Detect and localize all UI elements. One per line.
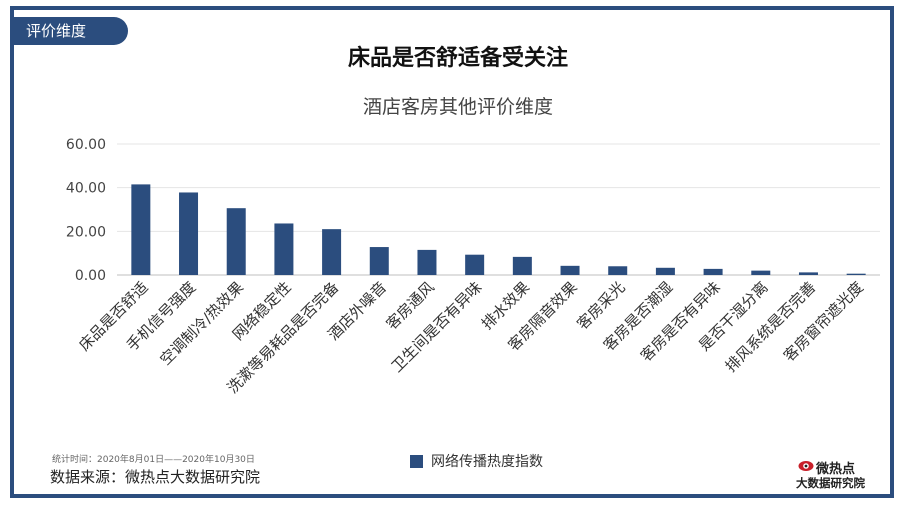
legend-swatch: [410, 454, 423, 468]
eye-logo-icon: [798, 461, 814, 471]
bar: [846, 273, 866, 275]
bar: [369, 247, 389, 275]
bar: [751, 270, 771, 275]
bar: [322, 229, 342, 275]
legend: 网络传播热度指数: [410, 451, 543, 471]
bar: [703, 268, 723, 275]
section-tag: 评价维度: [14, 17, 128, 45]
bar: [798, 272, 818, 275]
chart-subtitle: 酒店客房其他评价维度: [362, 96, 553, 118]
bar: [465, 254, 485, 275]
y-tick-label: 60.00: [66, 137, 106, 153]
stat-period: 统计时间：2020年8月01日——2020年10月30日: [52, 455, 255, 465]
bar: [417, 249, 437, 275]
bar: [274, 223, 294, 275]
data-source: 数据来源：微热点大数据研究院: [50, 468, 261, 486]
bar: [560, 265, 580, 275]
logo-line1: 微热点: [816, 462, 856, 477]
y-tick-label: 40.00: [66, 181, 106, 197]
bar: [226, 208, 246, 275]
bar: [179, 192, 199, 275]
page-frame: [10, 6, 894, 498]
y-tick-label: 20.00: [66, 224, 106, 240]
bar: [655, 267, 675, 275]
y-tick-label: 0.00: [75, 268, 106, 284]
legend-label: 网络传播热度指数: [431, 454, 543, 470]
brand-logo: 微热点 大数据研究院: [790, 458, 880, 494]
x-tick-label: 空调制冷/热效果: [156, 278, 247, 369]
bar: [131, 184, 151, 275]
logo-line2: 大数据研究院: [796, 476, 865, 490]
bar: [512, 256, 532, 275]
bar: [608, 266, 628, 275]
page-title: 床品是否舒适备受关注: [347, 46, 568, 71]
x-tick-label: 卫生间是否有异味: [388, 278, 486, 376]
